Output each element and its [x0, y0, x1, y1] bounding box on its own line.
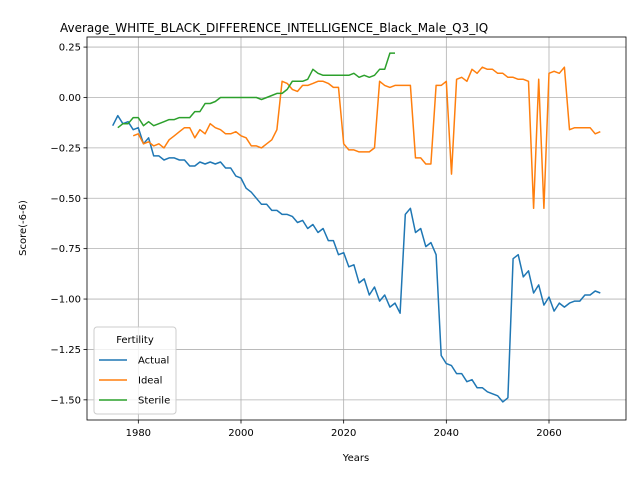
y-axis-ticks: −1.50 −1.25 −1.00 −0.75 −0.50 −0.25 0.00 0.25 — [50, 43, 87, 406]
x-axis-ticks: 1980 2000 2020 2040 2060 — [126, 420, 562, 439]
chart-title: Average_WHITE_BLACK_DIFFERENCE_INTELLIGE… — [60, 21, 488, 35]
y-axis-label: Score(-6-6) — [18, 200, 29, 256]
x-axis-label: Years — [342, 453, 369, 464]
legend-label-sterile: Sterile — [138, 396, 170, 407]
y-tick-label: 0.00 — [59, 93, 81, 104]
series-line-sterile — [117, 52, 395, 129]
x-tick-label: 2040 — [434, 428, 459, 439]
legend-entries: Actual Ideal Sterile — [99, 356, 170, 407]
x-tick-label: 2000 — [228, 428, 253, 439]
x-tick-label: 2060 — [536, 428, 561, 439]
series-lines — [112, 52, 601, 403]
y-tick-label: 0.25 — [59, 43, 81, 54]
y-tick-label: −1.00 — [50, 295, 81, 306]
y-tick-label: −0.50 — [50, 194, 81, 205]
series-line-actual — [112, 114, 601, 403]
x-tick-label: 1980 — [126, 428, 151, 439]
legend-title: Fertility — [116, 335, 154, 346]
plot-area — [87, 37, 626, 420]
y-tick-label: −0.75 — [50, 244, 81, 255]
x-tick-label: 2020 — [331, 428, 356, 439]
plot-frame — [86, 36, 627, 421]
y-tick-label: −0.25 — [50, 143, 81, 154]
y-tick-label: −1.25 — [50, 345, 81, 356]
legend-box — [93, 326, 177, 415]
legend: Fertility Actual Ideal Sterile — [93, 326, 177, 415]
legend-label-ideal: Ideal — [138, 376, 162, 387]
legend-label-actual: Actual — [138, 356, 169, 367]
grid-lines — [87, 37, 626, 420]
y-tick-label: −1.50 — [50, 395, 81, 406]
series-line-ideal — [132, 66, 601, 210]
